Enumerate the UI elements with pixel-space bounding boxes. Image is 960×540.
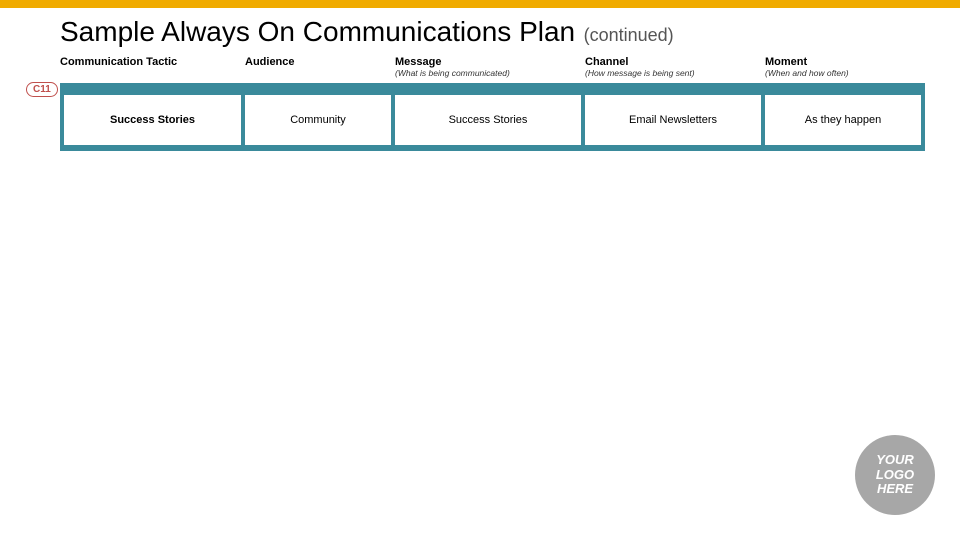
page-title: Sample Always On Communications Plan <box>60 16 575 47</box>
table-row: Success Stories Community Success Storie… <box>60 95 925 145</box>
reference-badge: C11 <box>26 82 58 97</box>
header-label: Communication Tactic <box>60 56 245 68</box>
table-bottom-band <box>60 145 925 151</box>
header-sublabel: (How message is being sent) <box>585 68 765 78</box>
cell-message: Success Stories <box>395 95 585 145</box>
cell-tactic: Success Stories <box>60 95 245 145</box>
header-label: Message <box>395 56 585 68</box>
logo-placeholder: YOUR LOGO HERE <box>855 435 935 515</box>
header-label: Moment <box>765 56 925 68</box>
header-message: Message (What is being communicated) <box>395 56 585 79</box>
header-tactic: Communication Tactic <box>60 56 245 79</box>
cell-moment: As they happen <box>765 95 925 145</box>
cell-audience: Community <box>245 95 395 145</box>
table-header-row: Communication Tactic Audience Message (W… <box>60 56 940 81</box>
title-area: Sample Always On Communications Plan (co… <box>0 8 960 48</box>
accent-bar <box>0 0 960 8</box>
header-label: Audience <box>245 56 395 68</box>
logo-line3: HERE <box>877 481 913 496</box>
logo-line1: YOUR <box>876 452 914 467</box>
header-moment: Moment (When and how often) <box>765 56 925 79</box>
cell-channel: Email Newsletters <box>585 95 765 145</box>
header-audience: Audience <box>245 56 395 79</box>
page-title-suffix: (continued) <box>584 25 674 45</box>
header-channel: Channel (How message is being sent) <box>585 56 765 79</box>
content-area: Communication Tactic Audience Message (W… <box>0 56 960 151</box>
logo-line2: LOGO <box>876 467 914 482</box>
header-sublabel: (When and how often) <box>765 68 925 78</box>
table-band <box>60 83 925 95</box>
header-label: Channel <box>585 56 765 68</box>
header-sublabel: (What is being communicated) <box>395 68 585 78</box>
